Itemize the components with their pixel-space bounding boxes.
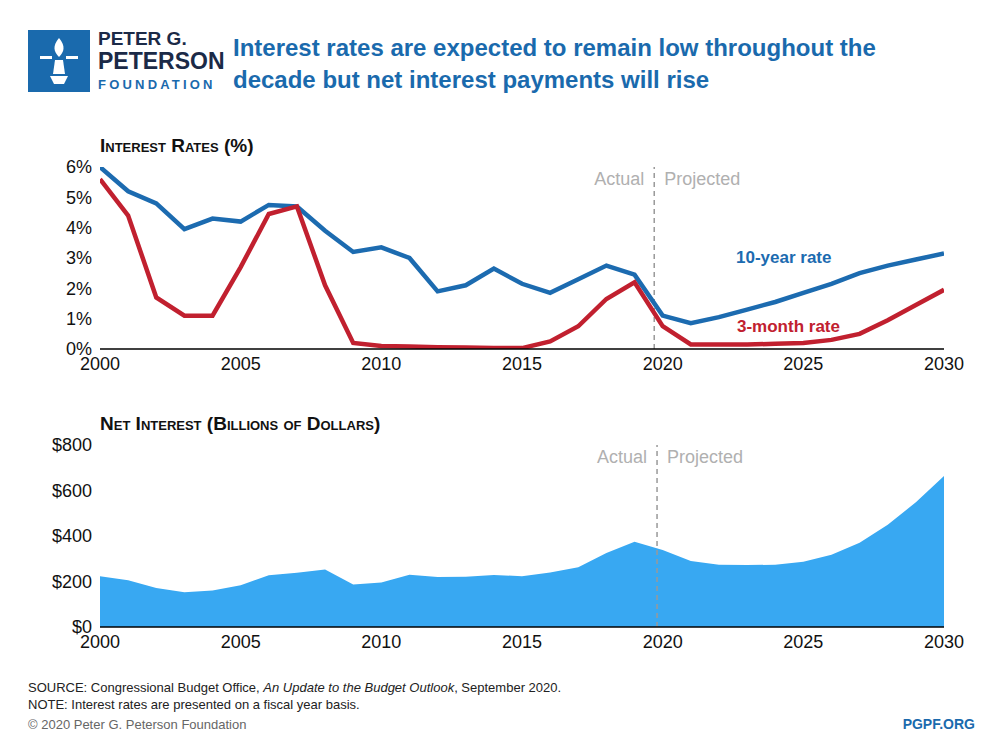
svg-text:0%: 0% (66, 339, 92, 359)
svg-text:2025: 2025 (783, 354, 823, 374)
html-text:© 2020 Peter G. Peterson Found: © 2020 Peter G. Peterson Foundation (28, 717, 247, 732)
svg-text:2030: 2030 (924, 354, 964, 374)
svg-text:3%: 3% (66, 248, 92, 268)
svg-text:2005: 2005 (221, 354, 261, 374)
svg-text:$400: $400 (52, 526, 92, 546)
svg-text:$800: $800 (52, 435, 92, 455)
svg-text:Actual: Actual (597, 447, 647, 467)
svg-text:1%: 1% (66, 309, 92, 329)
svg-text:2010: 2010 (361, 354, 401, 374)
svg-text:Actual: Actual (594, 169, 644, 189)
html-text:FOUNDATION: FOUNDATION (98, 77, 216, 92)
svg-text:2005: 2005 (221, 632, 261, 652)
svg-text:$200: $200 (52, 572, 92, 592)
svg-text:2000: 2000 (80, 353, 120, 374)
svg-text:2010: 2010 (361, 632, 401, 652)
svg-text:2015: 2015 (502, 632, 542, 652)
svg-text:6%: 6% (66, 157, 92, 177)
svg-text:Projected: Projected (664, 169, 740, 189)
svg-text:2%: 2% (66, 279, 92, 299)
html-text:Interest Rates (%): Interest Rates (%) (100, 135, 254, 156)
svg-text:2020: 2020 (643, 354, 683, 374)
html-text:SOURCE: Congressional Budget O: SOURCE: Congressional Budget Office, An … (28, 680, 562, 695)
html-text:PETERSON: PETERSON (98, 48, 225, 74)
svg-text:2025: 2025 (783, 632, 823, 652)
html-text:Interest rates are expected to: Interest rates are expected to remain lo… (233, 34, 876, 93)
svg-text:2000: 2000 (80, 631, 120, 652)
html-text:Net Interest (Billions of Doll: Net Interest (Billions of Dollars) (100, 413, 381, 434)
svg-text:5%: 5% (66, 188, 92, 208)
svg-text:4%: 4% (66, 218, 92, 238)
html-text:PETER G.: PETER G. (98, 28, 187, 49)
svg-text:2020: 2020 (643, 632, 683, 652)
svg-text:2015: 2015 (502, 354, 542, 374)
html-text:10-year rate: 10-year rate (736, 248, 832, 267)
svg-text:$0: $0 (72, 617, 92, 637)
html-text:PGPF.ORG: PGPF.ORG (902, 716, 975, 732)
svg-text:Projected: Projected (667, 447, 743, 467)
html-text:NOTE: Interest rates are prese: NOTE: Interest rates are presented on a … (28, 697, 360, 712)
svg-text:2030: 2030 (924, 632, 964, 652)
html-text:3-month rate: 3-month rate (737, 317, 840, 336)
svg-text:$600: $600 (52, 481, 92, 501)
